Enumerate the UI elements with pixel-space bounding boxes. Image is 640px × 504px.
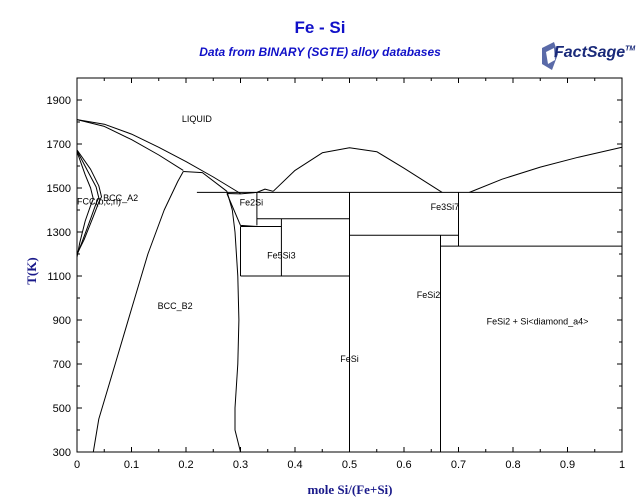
y-axis-title: T(K): [24, 257, 39, 284]
y-tick-label: 700: [53, 359, 71, 371]
phase-boundary-line: [272, 147, 443, 193]
y-tick-label: 300: [53, 447, 71, 459]
x-tick-label: 0.3: [233, 459, 248, 471]
region-label: BCC_B2: [158, 301, 193, 311]
x-tick-label: 0.2: [178, 459, 193, 471]
chart-subtitle: Data from BINARY (SGTE) alloy databases: [199, 45, 441, 59]
factsage-logo: FactSageTM: [538, 40, 638, 74]
phase-boundary-line: [76, 150, 100, 256]
x-tick-label: 0.8: [505, 459, 520, 471]
region-label: LIQUID: [182, 114, 213, 124]
phase-boundary-line: [76, 149, 102, 255]
phase-boundary-line: [76, 119, 184, 171]
x-tick-label: 0.7: [451, 459, 466, 471]
y-tick-label: 1900: [47, 95, 71, 107]
phase-boundary-line: [76, 151, 94, 258]
axis-ticks: 0 0.1 0.2 0.3 0.4 0.5 0.6 0.7 0.8 0.9 130050070090…: [47, 78, 625, 471]
region-label: Fe3Si7: [431, 202, 460, 212]
y-tick-label: 500: [53, 403, 71, 415]
region-label: FCC(b,c,n): [77, 197, 121, 207]
x-tick-label: 1: [619, 459, 625, 471]
chart-title: Fe - Si: [294, 18, 346, 37]
region-label: FeSi2 + Si<diamond_a4>: [487, 316, 589, 326]
x-tick-label: 0.6: [396, 459, 411, 471]
x-tick-label: 0.4: [287, 459, 302, 471]
phase-boundaries: [76, 119, 623, 453]
y-tick-label: 1700: [47, 139, 71, 151]
x-tick-label: 0.5: [342, 459, 357, 471]
phase-boundary-line: [183, 171, 228, 192]
x-tick-label: 0: [74, 459, 80, 471]
region-label: FeSi: [340, 354, 359, 364]
phase-boundary-line: [226, 191, 241, 453]
logo-emblem-icon: [542, 42, 558, 70]
x-tick-label: 0.1: [124, 459, 139, 471]
phase-boundary-line: [92, 171, 184, 453]
y-tick-label: 1100: [47, 271, 71, 283]
region-label: Fe5Si3: [267, 250, 296, 260]
y-tick-label: 900: [53, 315, 71, 327]
phase-boundary-line: [469, 146, 623, 193]
x-axis-title: mole Si/(Fe+Si): [307, 482, 392, 497]
x-tick-label: 0.9: [560, 459, 575, 471]
region-label: FeSi2: [417, 290, 441, 300]
region-label: BCC_A2: [103, 193, 138, 203]
y-tick-label: 1300: [47, 227, 71, 239]
logo-wordmark: FactSageTM: [554, 44, 636, 61]
y-tick-label: 1500: [47, 183, 71, 195]
region-label: Fe2Si: [240, 198, 264, 208]
phase-boundary-line: [76, 119, 241, 194]
